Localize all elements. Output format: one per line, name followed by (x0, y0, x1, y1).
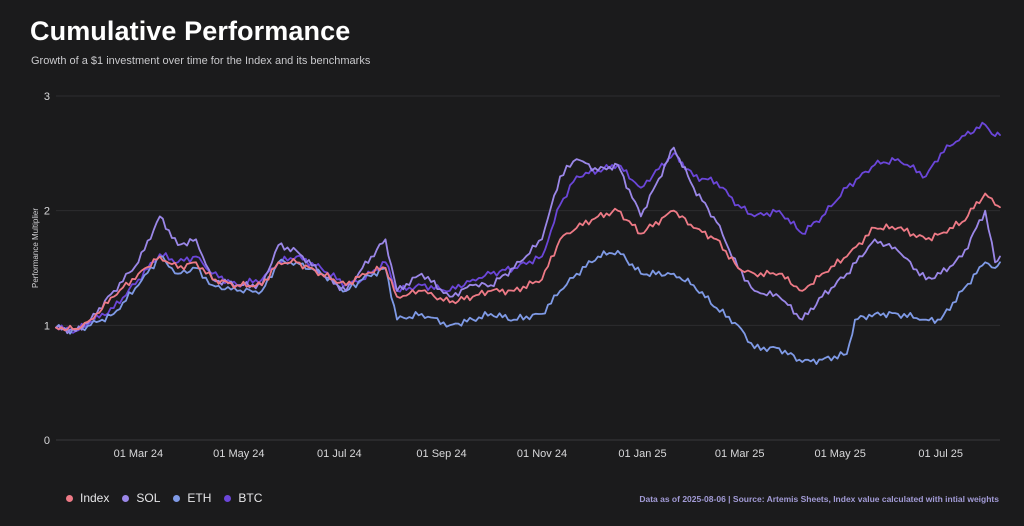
chart-title: Cumulative Performance (30, 16, 351, 46)
x-tick-label: 01 Jul 25 (918, 448, 963, 460)
legend-item-index[interactable]: Index (66, 491, 109, 505)
chart-legend: Index SOL ETH BTC (66, 491, 275, 505)
legend-item-btc[interactable]: BTC (224, 491, 262, 505)
legend-swatch-index (66, 494, 73, 502)
chart-subtitle: Growth of a $1 investment over time for … (31, 55, 371, 67)
legend-label-btc: BTC (238, 491, 263, 505)
x-tick-label: 01 Jul 24 (317, 448, 362, 460)
legend-item-sol[interactable]: SOL (122, 491, 160, 505)
x-tick-label: 01 Sep 24 (416, 448, 466, 460)
y-tick-label: 1 (44, 320, 50, 332)
x-tick-label: 01 May 25 (815, 448, 866, 460)
legend-label-sol: SOL (136, 491, 161, 505)
legend-label-eth: ETH (187, 491, 212, 505)
series-line-sol (55, 146, 1001, 335)
legend-swatch-btc (224, 494, 232, 502)
y-tick-label: 3 (44, 91, 50, 103)
x-tick-label: 01 Nov 24 (517, 448, 567, 460)
x-tick-label: 01 Mar 25 (715, 448, 765, 460)
x-tick-label: 01 Jan 25 (618, 448, 666, 460)
y-axis-label: Performance Multiplier (31, 208, 40, 288)
legend-swatch-sol (122, 494, 130, 502)
y-tick-label: 2 (44, 206, 50, 218)
source-note: Data as of 2025-08-06 | Source: Artemis … (639, 494, 999, 504)
legend-label-index: Index (80, 491, 110, 505)
x-tick-label: 01 Mar 24 (114, 448, 164, 460)
legend-item-eth[interactable]: ETH (173, 491, 211, 505)
y-tick-label: 0 (44, 435, 50, 447)
series-line-index (55, 192, 1001, 332)
series-line-btc (55, 121, 1001, 334)
x-tick-label: 01 May 24 (213, 448, 264, 460)
legend-swatch-eth (173, 494, 181, 502)
series-line-eth (55, 249, 1001, 366)
